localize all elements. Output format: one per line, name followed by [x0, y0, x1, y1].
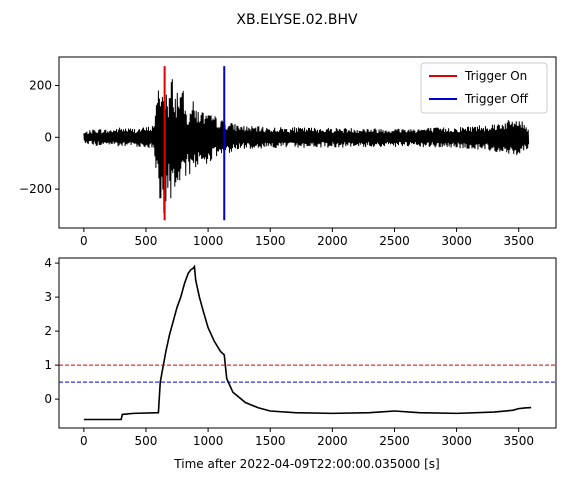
x-tick-label: 3000	[441, 234, 472, 248]
x-tick-label: 2500	[379, 234, 410, 248]
y-tick-label: 0	[44, 130, 52, 144]
x-tick-label: 1000	[193, 434, 224, 448]
waveform-axes-frame	[58, 56, 557, 229]
seismogram-trace	[83, 79, 530, 218]
figure-title: XB.ELYSE.02.BHV	[236, 12, 358, 28]
y-tick-label: 2	[44, 324, 52, 338]
x-tick-label: 500	[135, 234, 158, 248]
x-tick-label: 2500	[379, 434, 410, 448]
legend-label-trigger-off: Trigger Off	[464, 92, 529, 106]
characteristic-function-y-ticks: 4 3 2 1 0	[44, 256, 59, 406]
x-tick-label: 1000	[193, 234, 224, 248]
waveform-panel: 0 500 1000 1500 2000 2500 3000 3500 2000−200 Tr…	[19, 56, 557, 248]
legend-label-trigger-on: Trigger On	[464, 69, 527, 83]
waveform-y-ticks: 200 0 −200	[19, 79, 59, 196]
y-tick-label: 4	[44, 256, 52, 270]
x-tick-label: 2000	[317, 434, 348, 448]
y-tick-label: 0	[44, 392, 52, 406]
x-tick-label: 3500	[503, 234, 534, 248]
characteristic-function-line	[83, 264, 532, 421]
characteristic-function-plot-area	[59, 264, 556, 421]
waveform-plot-area	[83, 66, 530, 221]
characteristic-function-panel: 0 500 1000 1500 2000 2500 3000 3500 4 3 2 1 0 Time …	[44, 256, 557, 471]
x-tick-label: 1500	[255, 234, 286, 248]
y-tick-label: −200	[19, 182, 52, 196]
y-tick-label: 1	[44, 358, 52, 372]
x-tick-label: 2000	[317, 234, 348, 248]
x-tick-label: 0	[80, 434, 88, 448]
y-tick-label: 200	[29, 79, 52, 93]
legend: Trigger On Trigger Off	[420, 62, 548, 114]
x-axis-label: Time after 2022-04-09T22:00:00.035000 [s…	[173, 457, 439, 471]
characteristic-function-axes-frame	[58, 257, 557, 429]
characteristic-function-x-ticks: 0 500 1000 1500 2000 2500 3000 3500	[80, 428, 534, 448]
waveform-x-ticks: 0 500 1000 1500 2000 2500 3000 3500	[80, 228, 534, 248]
x-tick-label: 1500	[255, 434, 286, 448]
x-tick-label: 3500	[503, 434, 534, 448]
x-tick-label: 3000	[441, 434, 472, 448]
y-tick-label: 3	[44, 290, 52, 304]
x-tick-label: 0	[80, 234, 88, 248]
x-tick-label: 500	[135, 434, 158, 448]
